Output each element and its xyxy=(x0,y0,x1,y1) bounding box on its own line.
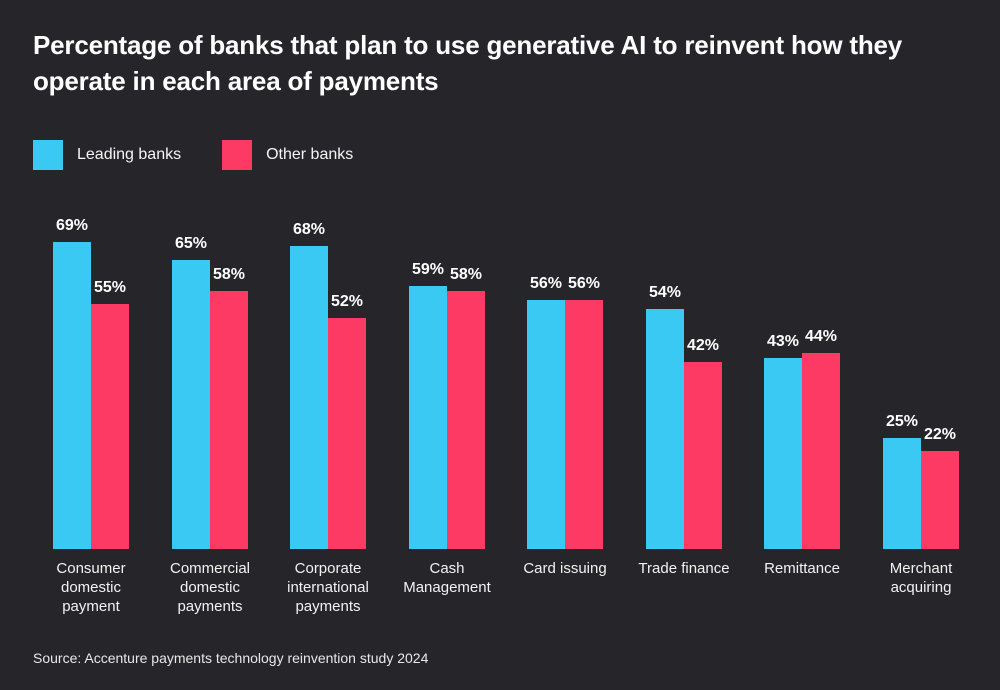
bar-corporate-international-payments-other-banks xyxy=(328,318,366,549)
bar-cash-management-other-banks xyxy=(447,291,485,549)
value-label-commercial-domestic-payments-other-banks: 58% xyxy=(212,266,246,283)
bar-card-issuing-other-banks xyxy=(565,300,603,549)
legend-label-other-banks: Other banks xyxy=(266,146,354,163)
legend-label-leading-banks: Leading banks xyxy=(77,146,182,163)
source-note: Source: Accenture payments technology re… xyxy=(33,650,429,666)
category-label-card-issuing: Card issuing xyxy=(523,560,607,577)
category-label-consumer-domestic-payment: Consumer domestic payment xyxy=(56,560,126,615)
legend-item-other-banks: Other banks xyxy=(222,140,353,170)
bar-cash-management-leading-banks xyxy=(409,286,447,549)
category-label-merchant-acquiring: Merchant acquiring xyxy=(889,560,953,596)
value-label-merchant-acquiring-leading-banks: 25% xyxy=(885,413,919,430)
category-label-cash-management: Cash Management xyxy=(403,560,491,596)
bar-trade-finance-other-banks xyxy=(684,362,722,549)
bar-commercial-domestic-payments-leading-banks xyxy=(172,260,210,549)
bar-consumer-domestic-payment-other-banks xyxy=(91,304,129,549)
value-label-card-issuing-other-banks: 56% xyxy=(567,275,601,292)
category-label-remittance: Remittance xyxy=(764,560,840,577)
legend-swatch-other-banks xyxy=(222,140,253,170)
bar-merchant-acquiring-leading-banks xyxy=(883,438,921,549)
value-label-corporate-international-payments-other-banks: 52% xyxy=(330,293,364,310)
bar-card-issuing-leading-banks xyxy=(527,300,565,549)
legend-item-leading-banks: Leading banks xyxy=(33,140,181,170)
value-label-corporate-international-payments-leading-banks: 68% xyxy=(292,221,326,238)
value-label-commercial-domestic-payments-leading-banks: 65% xyxy=(174,235,208,252)
category-label-corporate-international-payments: Corporate international payments xyxy=(287,560,369,615)
bar-trade-finance-leading-banks xyxy=(646,309,684,549)
value-label-trade-finance-leading-banks: 54% xyxy=(648,284,682,301)
value-label-consumer-domestic-payment-leading-banks: 69% xyxy=(55,217,89,234)
value-label-trade-finance-other-banks: 42% xyxy=(686,337,720,354)
value-label-cash-management-leading-banks: 59% xyxy=(411,261,445,278)
value-label-remittance-leading-banks: 43% xyxy=(766,333,800,350)
bar-corporate-international-payments-leading-banks xyxy=(290,246,328,549)
value-label-card-issuing-leading-banks: 56% xyxy=(529,275,563,292)
bar-remittance-other-banks xyxy=(802,353,840,549)
category-label-commercial-domestic-payments: Commercial domestic payments xyxy=(169,560,250,615)
bar-commercial-domestic-payments-other-banks xyxy=(210,291,248,549)
value-label-merchant-acquiring-other-banks: 22% xyxy=(923,426,957,443)
legend-swatch-leading-banks xyxy=(33,140,63,170)
category-label-trade-finance: Trade finance xyxy=(638,560,730,577)
bar-consumer-domestic-payment-leading-banks xyxy=(53,242,91,549)
bar-remittance-leading-banks xyxy=(764,358,802,549)
value-label-cash-management-other-banks: 58% xyxy=(449,266,483,283)
legend: Leading banks Other banks xyxy=(33,140,353,170)
value-label-remittance-other-banks: 44% xyxy=(804,328,838,345)
value-label-consumer-domestic-payment-other-banks: 55% xyxy=(93,279,127,296)
bar-merchant-acquiring-other-banks xyxy=(921,451,959,549)
chart-title: Percentage of banks that plan to use gen… xyxy=(33,30,903,96)
